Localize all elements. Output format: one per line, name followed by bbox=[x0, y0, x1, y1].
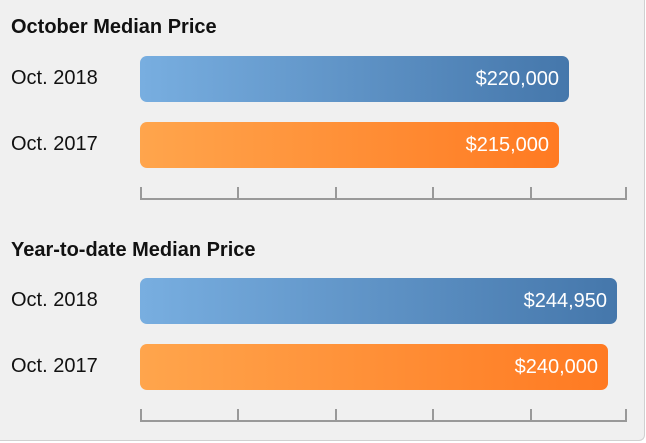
axis-tick bbox=[140, 409, 142, 422]
axis-tick bbox=[530, 187, 532, 200]
chart-title-october: October Median Price bbox=[11, 16, 217, 38]
category-label-oct-2017: Oct. 2017 bbox=[11, 355, 98, 377]
bar-value-label: $215,000 bbox=[465, 134, 549, 156]
axis-tick bbox=[432, 409, 434, 422]
bar-ytd-oct-2018: $244,950 bbox=[140, 278, 617, 324]
bar-ytd-oct-2017: $240,000 bbox=[140, 344, 608, 390]
chart-title-ytd: Year-to-date Median Price bbox=[11, 239, 256, 261]
bar-value-label: $240,000 bbox=[514, 356, 598, 378]
axis-tick bbox=[140, 187, 142, 200]
axis-line bbox=[140, 198, 627, 200]
axis-tick bbox=[625, 187, 627, 200]
axis-tick bbox=[335, 409, 337, 422]
category-label-oct-2018: Oct. 2018 bbox=[11, 67, 98, 89]
bar-october-oct-2018: $220,000 bbox=[140, 56, 569, 102]
bar-value-label: $244,950 bbox=[523, 290, 607, 312]
axis-tick bbox=[237, 409, 239, 422]
axis-line bbox=[140, 420, 627, 422]
axis-tick bbox=[530, 409, 532, 422]
category-label-oct-2017: Oct. 2017 bbox=[11, 133, 98, 155]
bar-october-oct-2017: $215,000 bbox=[140, 122, 559, 168]
bar-value-label: $220,000 bbox=[475, 68, 559, 90]
x-axis-october bbox=[140, 186, 627, 200]
axis-tick bbox=[237, 187, 239, 200]
category-label-oct-2018: Oct. 2018 bbox=[11, 289, 98, 311]
axis-tick bbox=[432, 187, 434, 200]
x-axis-ytd bbox=[140, 408, 627, 422]
axis-tick bbox=[625, 409, 627, 422]
axis-tick bbox=[335, 187, 337, 200]
